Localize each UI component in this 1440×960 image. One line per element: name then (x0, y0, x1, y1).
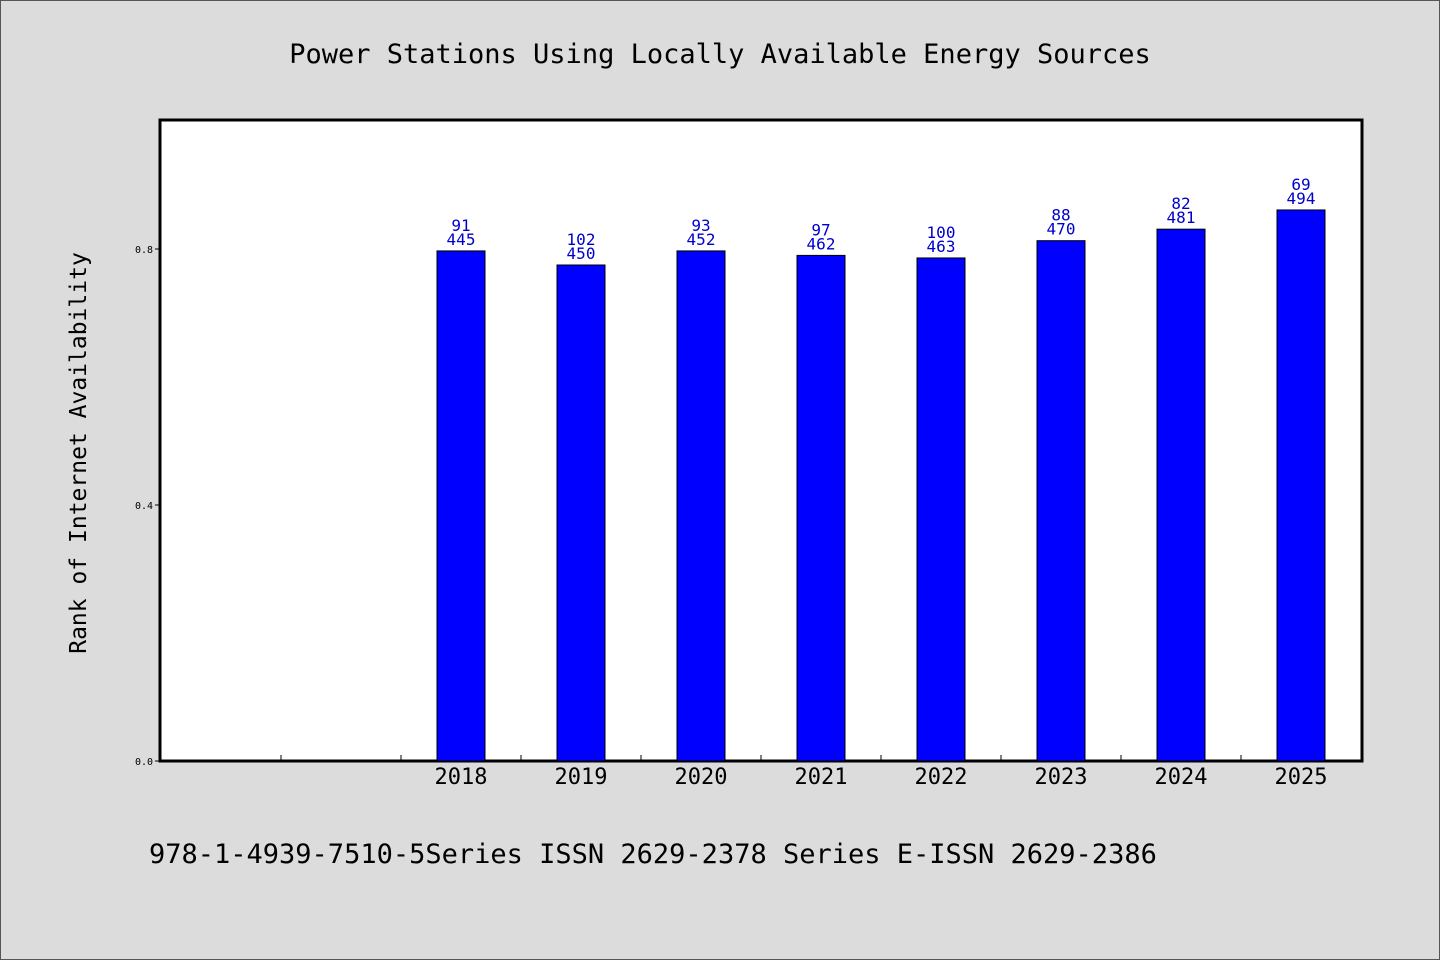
data-label-bottom: 481 (1167, 208, 1196, 227)
bar-2021 (796, 254, 846, 762)
data-label-top: 82 (1171, 194, 1190, 213)
data-label-bottom: 450 (567, 244, 596, 263)
data-label-top: 91 (451, 216, 470, 235)
bar-2023 (1036, 240, 1086, 762)
x-tick-label: 2023 (1035, 765, 1088, 790)
x-axis: 2018 2019 2020 2021 2022 2023 2024 2025 (280, 755, 1328, 790)
bar-2020 (676, 250, 726, 762)
y-tick-label: 0.0 (135, 757, 153, 768)
bar-2022 (916, 257, 966, 762)
bar-2018 (436, 250, 486, 762)
x-tick-label: 2018 (435, 765, 488, 790)
x-tick-label: 2019 (555, 765, 608, 790)
data-label-bottom: 445 (447, 230, 476, 249)
chart-title: Power Stations Using Locally Available E… (289, 39, 1151, 70)
x-tick-label: 2024 (1155, 765, 1208, 790)
footer-text: 978-1-4939-7510-5Series ISSN 2629-2378 S… (149, 839, 1157, 870)
bars-group (436, 209, 1326, 762)
data-label-bottom: 470 (1047, 220, 1076, 239)
y-axis-label: Rank of Internet Availability (66, 252, 92, 654)
x-tick-label: 2020 (675, 765, 728, 790)
x-tick-label: 2021 (795, 765, 848, 790)
data-label-top: 100 (927, 223, 956, 242)
bar-2019 (556, 264, 606, 762)
data-label-top: 88 (1051, 206, 1070, 225)
data-label-bottom: 462 (807, 234, 836, 253)
y-axis: 0.0 0.4 0.8 (135, 245, 161, 768)
y-tick-label: 0.4 (135, 501, 153, 512)
y-tick-label: 0.8 (135, 245, 153, 256)
data-label-bottom: 452 (687, 230, 716, 249)
bar-2024 (1156, 228, 1206, 762)
x-tick-label: 2025 (1275, 765, 1328, 790)
data-label-bottom: 463 (927, 237, 956, 256)
data-label-top: 97 (811, 220, 830, 239)
data-label-top: 93 (691, 216, 710, 235)
data-label-top: 102 (567, 230, 596, 249)
data-label-bottom: 494 (1287, 189, 1316, 208)
data-label-top: 69 (1291, 175, 1310, 194)
bar-2025 (1276, 209, 1326, 762)
x-tick-label: 2022 (915, 765, 968, 790)
